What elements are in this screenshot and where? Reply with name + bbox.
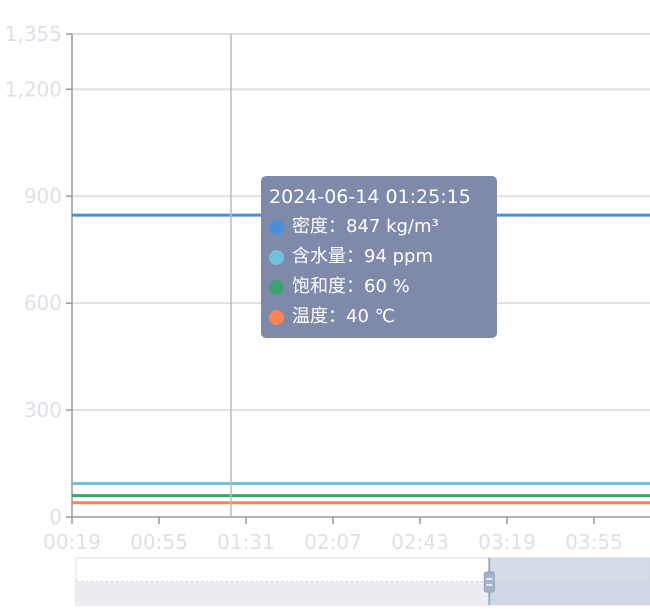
tooltip-row-density: 密度：847 kg/m³	[269, 212, 489, 242]
x-tick-label: 01:31	[217, 530, 275, 554]
x-tick-label: 02:43	[391, 530, 449, 554]
tooltip-saturation: 饱和度：60 %	[292, 276, 410, 297]
temperature-dot-icon	[269, 309, 284, 325]
density-dot-icon	[269, 219, 284, 235]
datazoom-handle[interactable]	[483, 571, 495, 593]
y-tick-label: 300	[24, 398, 62, 422]
x-tick-label: 03:55	[565, 530, 623, 554]
tooltip-density: 密度：847 kg/m³	[292, 216, 439, 237]
datazoom-unselected-area	[489, 558, 650, 605]
tooltip-row-temperature: 温度：40 ℃	[269, 302, 489, 332]
x-tick-label: 03:19	[478, 530, 536, 554]
x-tick-label: 02:07	[304, 530, 362, 554]
y-tick-label: 0	[49, 505, 62, 529]
tooltip-temperature: 温度：40 ℃	[292, 306, 395, 327]
tooltip-row-water: 含水量：94 ppm	[269, 242, 489, 272]
y-tick-label: 600	[24, 291, 62, 315]
water-dot-icon	[269, 249, 284, 265]
tooltip: 2024-06-14 01:25:15 密度：847 kg/m³ 含水量：94 …	[261, 176, 497, 338]
y-tick-label: 1,200	[5, 77, 62, 101]
y-tick-label: 900	[24, 184, 62, 208]
tooltip-title: 2024-06-14 01:25:15	[269, 186, 471, 208]
tooltip-row-saturation: 饱和度：60 %	[269, 272, 489, 302]
x-tick-label: 00:19	[43, 530, 101, 554]
tooltip-water: 含水量：94 ppm	[292, 246, 434, 267]
y-tick-label: 1,355	[5, 22, 62, 46]
x-tick-label: 00:55	[130, 530, 188, 554]
saturation-dot-icon	[269, 279, 284, 295]
